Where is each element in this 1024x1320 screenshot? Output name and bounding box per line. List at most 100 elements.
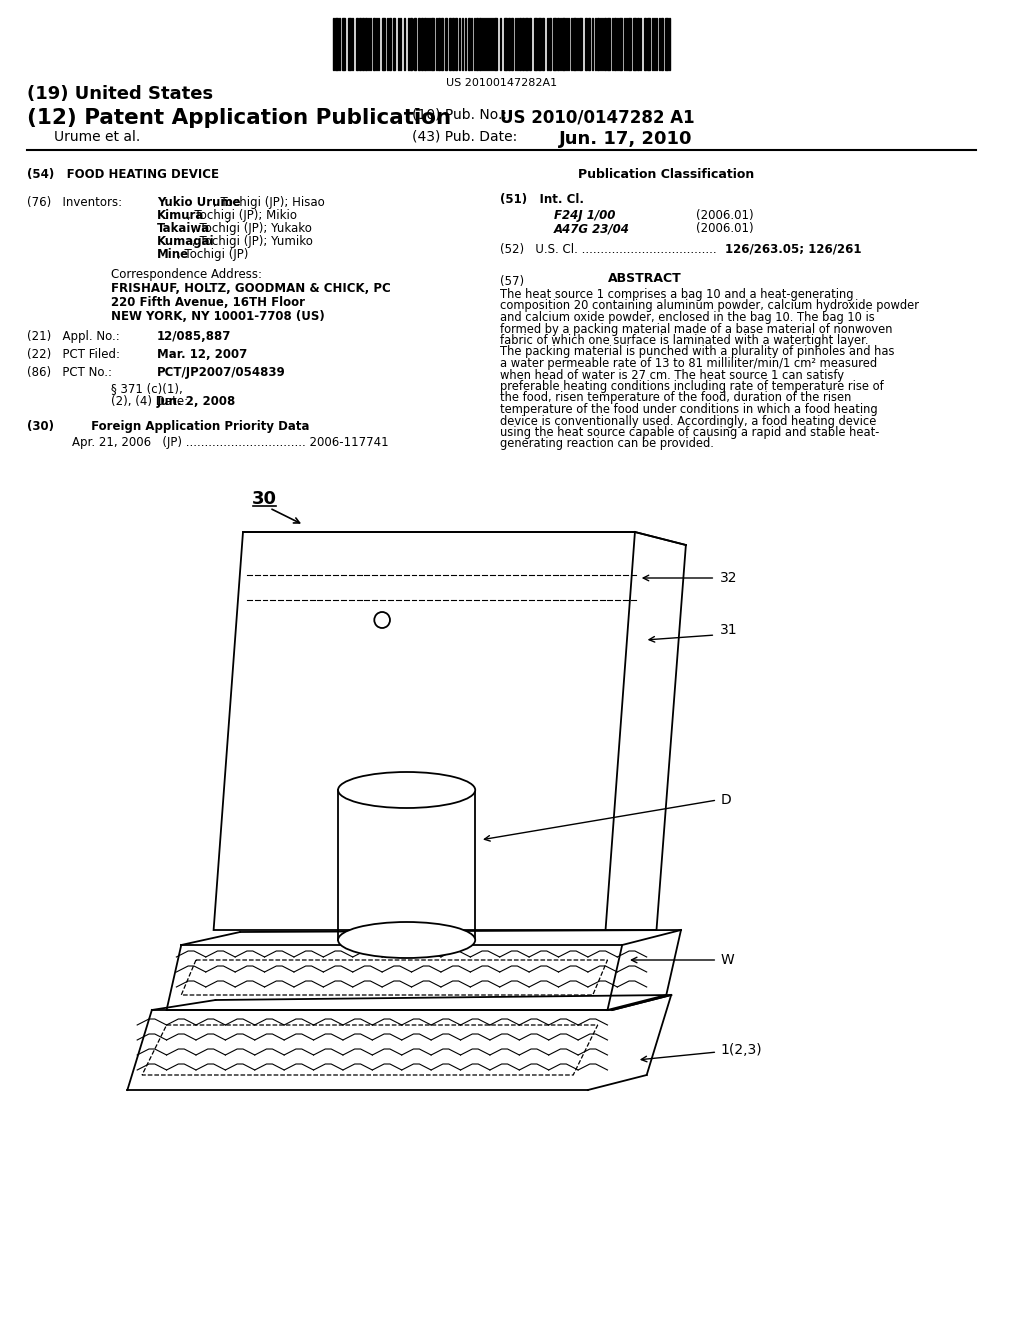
Text: , Tochigi (JP); Hisao: , Tochigi (JP); Hisao: [213, 195, 325, 209]
Text: 31: 31: [720, 623, 738, 638]
Bar: [644, 18, 646, 70]
Text: US 2010/0147282 A1: US 2010/0147282 A1: [500, 108, 694, 125]
Text: (19) United States: (19) United States: [28, 84, 214, 103]
Text: (86)   PCT No.:: (86) PCT No.:: [28, 366, 113, 379]
Bar: [553, 18, 556, 70]
Bar: [542, 18, 544, 70]
Bar: [666, 18, 669, 70]
Bar: [511, 18, 513, 70]
Bar: [603, 18, 605, 70]
Bar: [468, 18, 470, 70]
Bar: [519, 18, 521, 70]
Bar: [431, 18, 434, 70]
Text: , Tochigi (JP): , Tochigi (JP): [177, 248, 249, 261]
Bar: [479, 18, 481, 70]
Bar: [662, 18, 664, 70]
Text: § 371 (c)(1),: § 371 (c)(1),: [111, 381, 182, 395]
Ellipse shape: [338, 921, 475, 958]
Bar: [374, 18, 375, 70]
Text: (51)   Int. Cl.: (51) Int. Cl.: [500, 193, 584, 206]
Text: , Tochigi (JP); Mikio: , Tochigi (JP); Mikio: [187, 209, 297, 222]
Bar: [358, 18, 360, 70]
Bar: [438, 18, 440, 70]
Text: fabric of which one surface is laminated with a watertight layer.: fabric of which one surface is laminated…: [500, 334, 868, 347]
Bar: [647, 18, 649, 70]
Bar: [348, 18, 351, 70]
Bar: [573, 18, 577, 70]
Text: 32: 32: [720, 572, 737, 585]
Bar: [410, 18, 412, 70]
Text: temperature of the food under conditions in which a food heating: temperature of the food under conditions…: [500, 403, 878, 416]
Text: ABSTRACT: ABSTRACT: [607, 272, 681, 285]
Text: device is conventionally used. Accordingly, a food heating device: device is conventionally used. According…: [500, 414, 877, 428]
Bar: [342, 18, 345, 70]
Text: (57): (57): [500, 275, 524, 288]
Bar: [607, 18, 610, 70]
Text: Correspondence Address:: Correspondence Address:: [111, 268, 262, 281]
Text: 220 Fifth Avenue, 16TH Floor: 220 Fifth Avenue, 16TH Floor: [111, 296, 305, 309]
Bar: [529, 18, 531, 70]
Text: (2006.01): (2006.01): [695, 222, 754, 235]
Text: (10) Pub. No.:: (10) Pub. No.:: [412, 108, 507, 121]
Text: A47G 23/04: A47G 23/04: [554, 222, 630, 235]
Text: (22)   PCT Filed:: (22) PCT Filed:: [28, 348, 121, 360]
Text: Jun. 2, 2008: Jun. 2, 2008: [157, 395, 236, 408]
Bar: [355, 18, 357, 70]
Bar: [597, 18, 599, 70]
Bar: [628, 18, 631, 70]
Text: Publication Classification: Publication Classification: [579, 168, 755, 181]
Text: Kimura: Kimura: [157, 209, 204, 222]
Text: Mar. 12, 2007: Mar. 12, 2007: [157, 348, 247, 360]
Text: a water permeable rate of 13 to 81 milliliter/min/1 cm² measured: a water permeable rate of 13 to 81 milli…: [500, 356, 877, 370]
Bar: [494, 18, 497, 70]
Bar: [538, 18, 541, 70]
Text: 126/263.05; 126/261: 126/263.05; 126/261: [725, 243, 861, 256]
Bar: [476, 18, 478, 70]
Text: (12) Patent Application Publication: (12) Patent Application Publication: [28, 108, 452, 128]
Bar: [525, 18, 528, 70]
Bar: [382, 18, 385, 70]
Text: Yukio Urume: Yukio Urume: [157, 195, 241, 209]
Bar: [441, 18, 443, 70]
Text: NEW YORK, NY 10001-7708 (US): NEW YORK, NY 10001-7708 (US): [111, 310, 325, 323]
Bar: [462, 18, 464, 70]
Text: composition 20 containing aluminum powder, calcium hydroxide powder: composition 20 containing aluminum powde…: [500, 300, 919, 313]
Text: the food, risen temperature of the food, duration of the risen: the food, risen temperature of the food,…: [500, 392, 851, 404]
Text: , Tochigi (JP); Yukako: , Tochigi (JP); Yukako: [193, 222, 312, 235]
Bar: [534, 18, 537, 70]
Text: 30: 30: [252, 490, 278, 508]
Text: (2), (4) Date:: (2), (4) Date:: [111, 395, 187, 408]
Bar: [580, 18, 582, 70]
Bar: [444, 18, 446, 70]
Text: (52)   U.S. Cl. ....................................: (52) U.S. Cl. ..........................…: [500, 243, 717, 256]
Bar: [557, 18, 558, 70]
Bar: [620, 18, 623, 70]
Text: Jun. 17, 2010: Jun. 17, 2010: [558, 129, 692, 148]
Bar: [419, 18, 420, 70]
Text: formed by a packing material made of a base material of nonwoven: formed by a packing material made of a b…: [500, 322, 892, 335]
Text: Urume et al.: Urume et al.: [54, 129, 140, 144]
Text: W: W: [720, 953, 734, 968]
Bar: [421, 18, 423, 70]
Bar: [614, 18, 616, 70]
Text: Mine: Mine: [157, 248, 188, 261]
Text: preferable heating conditions including rate of temperature rise of: preferable heating conditions including …: [500, 380, 884, 393]
Text: (76)   Inventors:: (76) Inventors:: [28, 195, 123, 209]
Bar: [504, 18, 507, 70]
Bar: [508, 18, 511, 70]
Bar: [562, 18, 565, 70]
Text: (54)   FOOD HEATING DEVICE: (54) FOOD HEATING DEVICE: [28, 168, 219, 181]
Bar: [452, 18, 454, 70]
Bar: [633, 18, 636, 70]
Text: FRISHAUF, HOLTZ, GOODMAN & CHICK, PC: FRISHAUF, HOLTZ, GOODMAN & CHICK, PC: [111, 282, 390, 294]
Text: and calcium oxide powder, enclosed in the bag 10. The bag 10 is: and calcium oxide powder, enclosed in th…: [500, 312, 874, 323]
Text: (43) Pub. Date:: (43) Pub. Date:: [412, 129, 517, 144]
Text: F24J 1/00: F24J 1/00: [554, 209, 615, 222]
Text: generating reaction can be provided.: generating reaction can be provided.: [500, 437, 714, 450]
Bar: [415, 18, 417, 70]
Ellipse shape: [338, 772, 475, 808]
Text: 1(2,3): 1(2,3): [720, 1043, 762, 1057]
Text: The heat source 1 comprises a bag 10 and a heat-generating: The heat source 1 comprises a bag 10 and…: [500, 288, 853, 301]
Bar: [455, 18, 457, 70]
Text: (30)         Foreign Application Priority Data: (30) Foreign Application Priority Data: [28, 420, 310, 433]
